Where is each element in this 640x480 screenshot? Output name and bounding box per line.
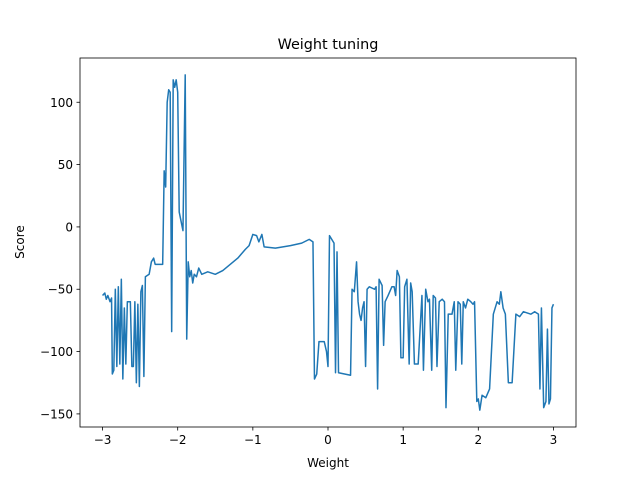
- y-tick-label: −150: [40, 407, 73, 421]
- plot-frame: [79, 57, 577, 428]
- data-line: [101, 74, 555, 411]
- y-tick-label: −100: [40, 345, 73, 359]
- y-tick-label: 50: [58, 158, 73, 172]
- x-tick-label: −2: [169, 433, 187, 447]
- y-tick-label: 100: [50, 96, 73, 110]
- x-tick-label: 1: [399, 433, 407, 447]
- y-axis-label: Score: [13, 225, 27, 259]
- chart-title: Weight tuning: [278, 37, 379, 53]
- y-tick-label: 0: [65, 220, 73, 234]
- x-axis-label: Weight: [307, 456, 349, 470]
- y-tick-label: −50: [48, 283, 73, 297]
- x-tick-label: −1: [244, 433, 262, 447]
- x-tick-label: 3: [550, 433, 558, 447]
- x-tick-label: 2: [474, 433, 482, 447]
- x-tick-label: −3: [94, 433, 112, 447]
- x-tick-label: 0: [324, 433, 332, 447]
